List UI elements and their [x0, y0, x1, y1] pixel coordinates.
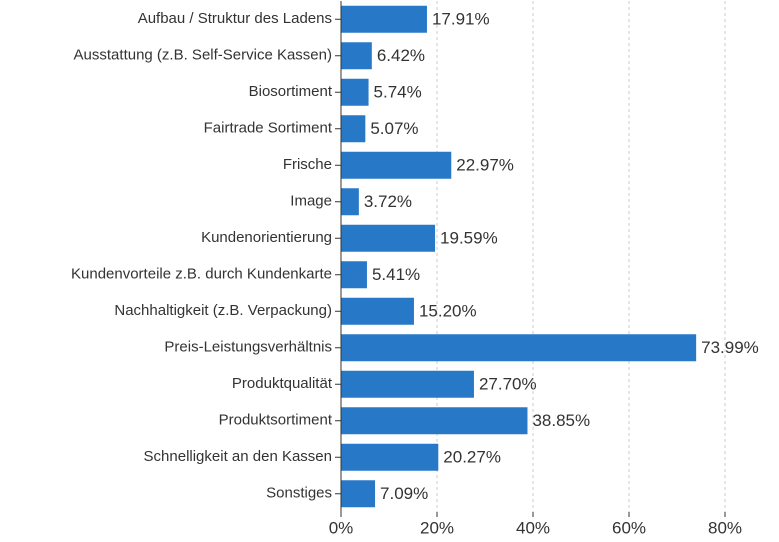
value-label: 17.91% [432, 10, 490, 29]
bar [341, 370, 474, 398]
value-label: 22.97% [456, 156, 514, 175]
value-label: 20.27% [443, 448, 501, 467]
bar [341, 443, 439, 471]
bar [341, 5, 427, 33]
value-label: 3.72% [364, 192, 412, 211]
value-label: 27.70% [479, 375, 537, 394]
x-tick-label: 20% [420, 518, 454, 537]
value-label: 19.59% [440, 229, 498, 248]
y-tick-label: Preis-Leistungsverhältnis [164, 339, 332, 356]
y-tick-label: Sonstiges [266, 485, 332, 502]
value-label: 7.09% [380, 484, 428, 503]
value-label: 6.42% [377, 46, 425, 65]
bar [341, 334, 697, 362]
y-tick-label: Kundenorientierung [201, 229, 332, 246]
y-tick-label: Fairtrade Sortiment [204, 120, 333, 137]
value-label: 5.41% [372, 265, 420, 284]
bar [341, 407, 528, 435]
x-tick-label: 0% [329, 518, 354, 537]
value-label: 38.85% [532, 411, 590, 430]
y-tick-label: Produktqualität [232, 375, 333, 392]
bar [341, 297, 414, 325]
value-label: 73.99% [701, 338, 759, 357]
y-tick-label: Schnelligkeit an den Kassen [144, 448, 332, 465]
y-tick-label: Frische [283, 156, 332, 173]
bar [341, 42, 372, 70]
y-tick-label: Produktsortiment [219, 412, 333, 429]
y-tick-label: Biosortiment [249, 83, 333, 100]
value-label: 15.20% [419, 302, 477, 321]
bar [341, 78, 369, 106]
bar [341, 115, 366, 143]
y-tick-label: Ausstattung (z.B. Self-Service Kassen) [74, 47, 332, 64]
x-tick-label: 80% [708, 518, 742, 537]
bar [341, 188, 359, 216]
value-label: 5.07% [370, 119, 418, 138]
bar [341, 224, 436, 252]
y-tick-label: Aufbau / Struktur des Ladens [138, 10, 332, 27]
x-tick-label: 40% [516, 518, 550, 537]
bar [341, 261, 367, 289]
bar [341, 480, 376, 508]
y-tick-label: Kundenvorteile z.B. durch Kundenkarte [71, 266, 332, 283]
x-tick-label: 60% [612, 518, 646, 537]
y-tick-label: Nachhaltigkeit (z.B. Verpackung) [114, 302, 332, 319]
y-tick-label: Image [290, 193, 332, 210]
value-label: 5.74% [374, 83, 422, 102]
bar [341, 151, 452, 179]
